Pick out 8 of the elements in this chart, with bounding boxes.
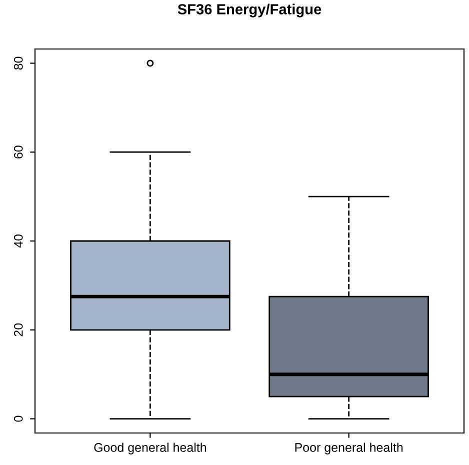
y-tick-label: 0 [14,416,23,422]
chart-title: SF36 Energy/Fatigue [178,4,322,18]
x-tick-label: Poor general health [295,442,403,454]
y-tick-label: 40 [14,234,23,248]
y-tick-label: 20 [14,323,23,336]
x-tick-label: Good general health [94,442,206,454]
y-tick-label: 60 [14,146,23,158]
y-tick-label: 80 [14,56,23,70]
